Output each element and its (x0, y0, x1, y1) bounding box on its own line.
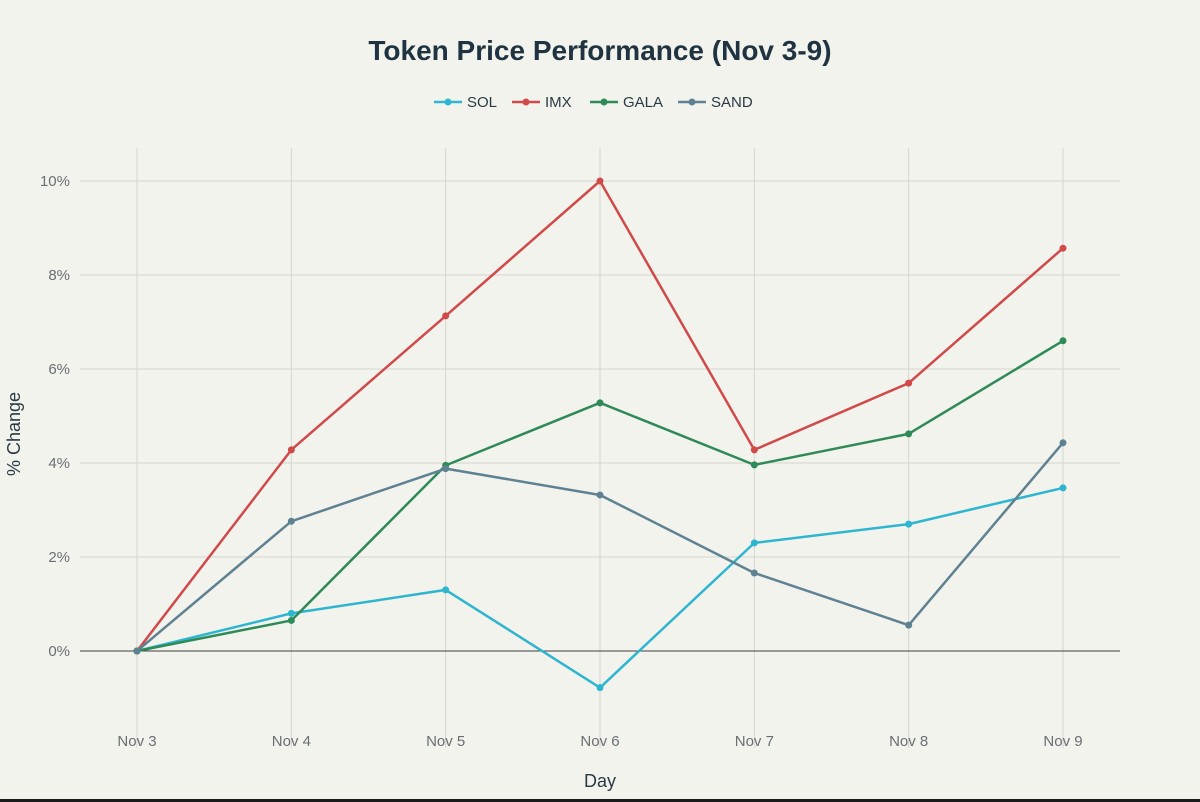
series (133, 177, 1067, 692)
y-tick-label: 2% (48, 549, 70, 566)
chart-title: Token Price Performance (Nov 3-9) (368, 35, 831, 66)
data-point-imx (442, 312, 450, 320)
y-axis-title: % Change (4, 392, 24, 476)
legend-marker (444, 98, 452, 106)
data-point-imx (287, 446, 295, 454)
legend-label: IMX (545, 94, 572, 111)
x-tick-label: Nov 5 (426, 733, 465, 750)
y-tick-label: 6% (48, 361, 70, 378)
data-point-gala (750, 461, 758, 469)
legend-item-sand[interactable]: SAND (678, 94, 753, 111)
legend-item-imx[interactable]: IMX (512, 94, 572, 111)
y-tick-label: 4% (48, 455, 70, 472)
data-point-sol (287, 609, 295, 617)
series-sand (133, 439, 1067, 655)
data-point-sand (442, 465, 450, 473)
data-point-imx (1059, 244, 1067, 252)
legend-label: GALA (623, 94, 663, 111)
data-point-imx (905, 379, 913, 387)
data-point-sand (596, 491, 604, 499)
data-point-sol (442, 586, 450, 594)
y-axis-ticks: 0% 2% 4% 6% 8% 10% (40, 173, 70, 660)
x-tick-label: Nov 3 (117, 733, 156, 750)
legend-label: SAND (711, 94, 753, 111)
x-tick-label: Nov 7 (735, 733, 774, 750)
data-point-sol (905, 520, 913, 528)
data-point-sand (1059, 439, 1067, 447)
series-imx (133, 177, 1067, 655)
x-tick-label: Nov 4 (272, 733, 311, 750)
legend: SOL IMX GALA SAND (434, 94, 753, 111)
data-point-gala (287, 616, 295, 624)
x-tick-label: Nov 6 (580, 733, 619, 750)
window-bottom-edge (0, 799, 1200, 802)
data-point-imx (750, 446, 758, 454)
legend-label: SOL (467, 94, 497, 111)
data-point-sand (905, 621, 913, 629)
x-axis-title: Day (584, 771, 616, 791)
legend-marker (522, 98, 530, 106)
gridlines (80, 148, 1120, 748)
data-point-sand (750, 569, 758, 577)
y-tick-label: 8% (48, 267, 70, 284)
x-tick-label: Nov 9 (1043, 733, 1082, 750)
legend-marker (688, 98, 696, 106)
legend-item-gala[interactable]: GALA (590, 94, 663, 111)
data-point-sol (750, 539, 758, 547)
y-tick-label: 10% (40, 173, 70, 190)
data-point-sol (1059, 484, 1067, 492)
data-point-sand (287, 517, 295, 525)
data-point-imx (596, 177, 604, 185)
legend-marker (600, 98, 608, 106)
data-point-sol (596, 684, 604, 692)
y-tick-label: 0% (48, 643, 70, 660)
x-axis-ticks: Nov 3 Nov 4 Nov 5 Nov 6 Nov 7 Nov 8 Nov 9 (117, 733, 1082, 750)
x-tick-label: Nov 8 (889, 733, 928, 750)
data-point-gala (596, 399, 604, 407)
data-point-sand (133, 647, 141, 655)
legend-item-sol[interactable]: SOL (434, 94, 497, 111)
data-point-gala (905, 430, 913, 438)
data-point-gala (1059, 337, 1067, 345)
